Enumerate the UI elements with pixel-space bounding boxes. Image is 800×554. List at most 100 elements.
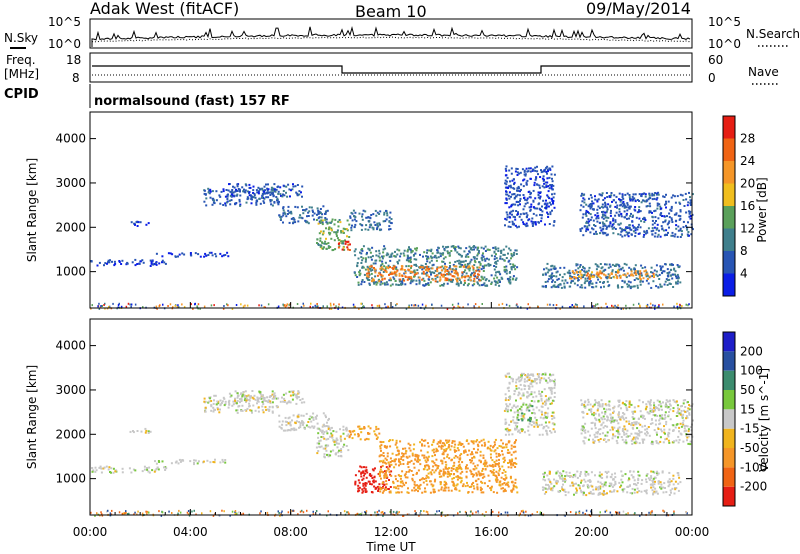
ground-speckle — [677, 307, 679, 310]
scatter-cell — [300, 414, 303, 417]
scatter-cell — [606, 280, 609, 283]
scatter-cell — [179, 460, 182, 463]
scatter-cell — [321, 223, 324, 226]
scatter-cell — [283, 399, 286, 402]
scatter-cell — [482, 283, 485, 286]
scatter-cell — [583, 491, 585, 494]
scatter-cell — [514, 457, 517, 460]
scatter-cell — [501, 472, 504, 474]
scatter-cell — [409, 248, 412, 251]
ground-speckle — [194, 303, 196, 306]
scatter-cell — [268, 191, 271, 194]
scatter-cell — [648, 211, 651, 214]
scatter-cell — [441, 445, 444, 448]
scatter-cell — [204, 193, 207, 196]
scatter-cell — [604, 211, 607, 214]
scatter-cell — [587, 228, 590, 231]
scatter-cell — [494, 274, 497, 277]
scatter-cell — [512, 487, 515, 490]
scatter-cell — [585, 221, 588, 224]
scatter-cell — [322, 232, 325, 235]
scatter-cell — [522, 403, 525, 406]
scatter-cell — [271, 188, 274, 191]
scatter-cell — [285, 424, 288, 427]
scatter-cell — [376, 274, 379, 277]
scatter-cell — [134, 258, 137, 261]
scatter-cell — [511, 380, 514, 383]
scatter-cell — [601, 192, 604, 195]
scatter-cell — [448, 474, 451, 477]
scatter-cell — [493, 258, 496, 261]
scatter-cell — [368, 474, 371, 477]
scatter-cell — [431, 267, 434, 270]
scatter-cell — [516, 168, 519, 170]
scatter-cell — [547, 205, 550, 208]
scatter-cell — [494, 449, 497, 452]
scatter-cell — [535, 382, 538, 385]
scatter-cell — [271, 410, 274, 413]
scatter-cell — [431, 271, 434, 274]
scatter-cell — [519, 197, 522, 200]
ground-speckle — [156, 307, 158, 310]
scatter-cell — [626, 203, 629, 206]
scatter-cell — [214, 458, 216, 461]
scatter-cell — [464, 282, 466, 284]
scatter-cell — [519, 203, 521, 206]
scatter-cell — [542, 489, 545, 491]
ground-speckle — [527, 303, 529, 306]
scatter-cell — [639, 279, 642, 282]
scatter-cell — [531, 225, 534, 227]
scatter-cell — [336, 237, 339, 240]
scatter-cell — [520, 188, 522, 191]
scatter-cell — [410, 270, 413, 273]
scatter-cell — [211, 203, 214, 206]
scatter-cell — [488, 447, 491, 450]
scatter-cell — [293, 427, 296, 430]
scatter-cell — [417, 460, 420, 463]
scatter-cell — [530, 203, 533, 206]
scatter-cell — [320, 247, 323, 250]
scatter-cell — [525, 216, 528, 219]
ground-speckle — [611, 304, 613, 307]
scatter-cell — [418, 279, 421, 282]
scatter-cell — [233, 186, 236, 189]
scatter-cell — [603, 197, 606, 200]
scatter-cell — [430, 273, 432, 276]
ground-speckle — [498, 303, 500, 306]
scatter-cell — [463, 451, 466, 454]
scatter-cell — [265, 400, 268, 403]
scatter-cell — [125, 263, 128, 266]
beam-title: Beam 10 — [355, 2, 427, 21]
scatter-cell — [574, 475, 577, 478]
scatter-cell — [356, 276, 359, 278]
scatter-cell — [293, 393, 296, 395]
scatter-cell — [361, 478, 364, 481]
scatter-cell — [580, 274, 583, 277]
scatter-cell — [113, 260, 116, 263]
scatter-cell — [625, 214, 628, 217]
scatter-cell — [650, 475, 653, 478]
scatter-cell — [408, 469, 411, 472]
scatter-cell — [587, 221, 590, 224]
scatter-cell — [662, 486, 665, 489]
scatter-cell — [525, 403, 528, 406]
scatter-cell — [398, 460, 401, 463]
scatter-cell — [236, 396, 239, 399]
scatter-cell — [295, 428, 298, 431]
scatter-cell — [625, 206, 628, 209]
scatter-cell — [389, 259, 392, 262]
scatter-cell — [609, 221, 612, 224]
scatter-cell — [515, 167, 518, 170]
scatter-cell — [476, 486, 479, 489]
scatter-cell — [522, 212, 525, 215]
scatter-cell — [472, 485, 475, 488]
scatter-cell — [518, 172, 521, 175]
scatter-cell — [472, 267, 475, 270]
scatter-cell — [478, 266, 481, 269]
scatter-cell — [595, 486, 598, 489]
scatter-cell — [404, 476, 407, 479]
scatter-cell — [423, 456, 426, 459]
scatter-cell — [398, 274, 401, 277]
scatter-cell — [628, 227, 631, 230]
scatter-cell — [107, 259, 110, 262]
